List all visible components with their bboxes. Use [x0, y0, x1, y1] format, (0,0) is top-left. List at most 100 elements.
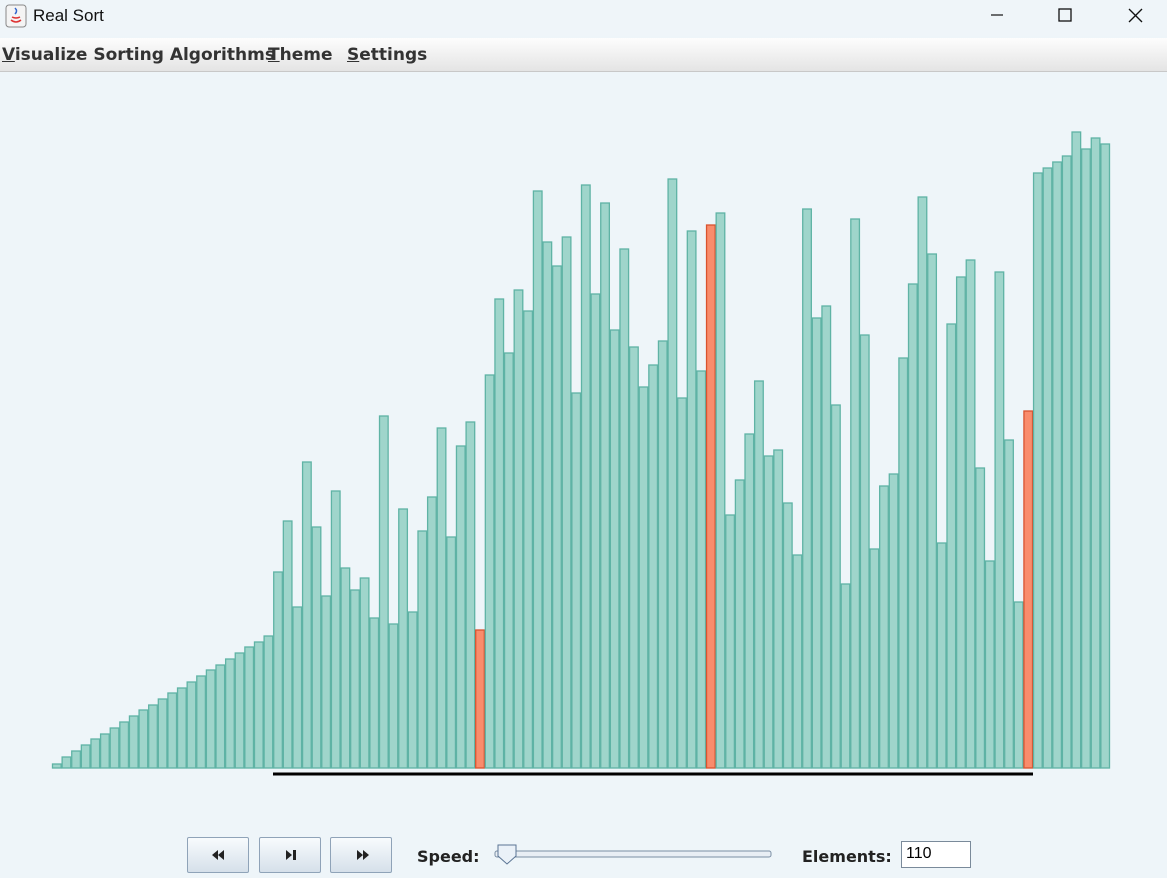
bar: [734, 479, 745, 769]
bar: [580, 184, 591, 769]
app-icon: [5, 4, 27, 28]
bar: [677, 397, 687, 769]
bar: [907, 283, 918, 769]
bar: [80, 744, 91, 769]
bar: [523, 310, 534, 769]
bar: [561, 236, 572, 769]
bar: [1052, 161, 1063, 769]
bar: [205, 669, 216, 769]
bar: [1061, 155, 1072, 769]
bar: [417, 530, 428, 769]
bar: [859, 334, 870, 769]
bar: [398, 508, 409, 769]
bar: [292, 606, 303, 769]
bar: [725, 514, 736, 769]
bar: [590, 293, 601, 769]
menu-item[interactable]: Theme: [268, 45, 333, 65]
bar: [1004, 439, 1014, 769]
bar: [196, 675, 207, 769]
step-forward-button[interactable]: [330, 837, 392, 873]
bar: [157, 698, 168, 769]
bar: [532, 190, 543, 769]
bar: [176, 687, 187, 769]
bar: [696, 370, 707, 769]
bar: [744, 433, 755, 769]
bar: [888, 473, 899, 769]
bar: [167, 692, 178, 769]
bar: [148, 704, 158, 769]
bar: [311, 526, 322, 769]
elements-label: Elements:: [802, 847, 892, 866]
highlighted-bar: [1023, 410, 1034, 769]
bar: [301, 461, 312, 769]
bar: [715, 212, 726, 769]
bar: [648, 364, 659, 769]
bar: [350, 589, 360, 769]
bar: [946, 323, 957, 769]
bar: [71, 750, 82, 769]
speed-slider[interactable]: [492, 842, 776, 868]
bar: [811, 317, 822, 769]
bar: [119, 721, 130, 769]
bar: [955, 276, 966, 769]
bar: [234, 652, 245, 769]
bar: [51, 763, 62, 769]
bar: [571, 392, 582, 769]
highlighted-bar: [475, 629, 485, 769]
bar: [224, 658, 235, 769]
bar: [1080, 148, 1091, 769]
bar: [686, 230, 697, 769]
bar: [407, 611, 418, 769]
bar: [513, 289, 524, 769]
bar: [494, 298, 505, 769]
bar: [1090, 137, 1101, 769]
bar: [61, 756, 72, 769]
bar: [850, 218, 861, 769]
bar: [965, 259, 976, 769]
bar: [840, 583, 851, 769]
step-back-button[interactable]: [187, 837, 249, 873]
bar: [282, 520, 293, 769]
elements-input[interactable]: 110: [901, 841, 971, 868]
bar: [273, 571, 283, 769]
bar: [99, 733, 110, 769]
bar: [753, 380, 764, 769]
bar: [802, 208, 812, 769]
bar: [984, 560, 995, 769]
bar: [1013, 601, 1024, 769]
play-button[interactable]: [259, 837, 321, 873]
speed-label: Speed:: [417, 847, 480, 866]
bar: [917, 196, 928, 769]
sort-canvas: [51, 131, 1111, 776]
bar: [936, 542, 947, 769]
bar: [1071, 131, 1082, 769]
title-bar: Real Sort: [0, 0, 1167, 36]
window-controls[interactable]: [980, 0, 1167, 36]
bar: [879, 485, 889, 769]
bar: [330, 490, 341, 769]
bar: [551, 265, 562, 769]
bar: [340, 567, 351, 769]
menu-item[interactable]: Visualize Sorting Algorithms: [2, 45, 275, 65]
menu-item[interactable]: Settings: [347, 45, 428, 65]
bar: [244, 646, 255, 769]
bar: [667, 178, 678, 769]
menu-bar: Visualize Sorting Algorithms Theme Setti…: [0, 38, 1167, 72]
bar: [436, 427, 447, 769]
bar: [975, 467, 986, 769]
bar: [128, 715, 139, 769]
bar: [609, 329, 620, 769]
highlighted-bar: [705, 224, 716, 769]
bar: [1032, 172, 1043, 769]
bar: [90, 738, 101, 769]
bar: [773, 449, 784, 769]
bar: [792, 554, 803, 769]
bar: [378, 415, 389, 769]
window-title: Real Sort: [33, 6, 104, 25]
bar: [138, 709, 149, 769]
bar: [1042, 167, 1053, 769]
bar: [484, 374, 495, 769]
bar: [503, 352, 514, 769]
bar: [109, 727, 120, 769]
